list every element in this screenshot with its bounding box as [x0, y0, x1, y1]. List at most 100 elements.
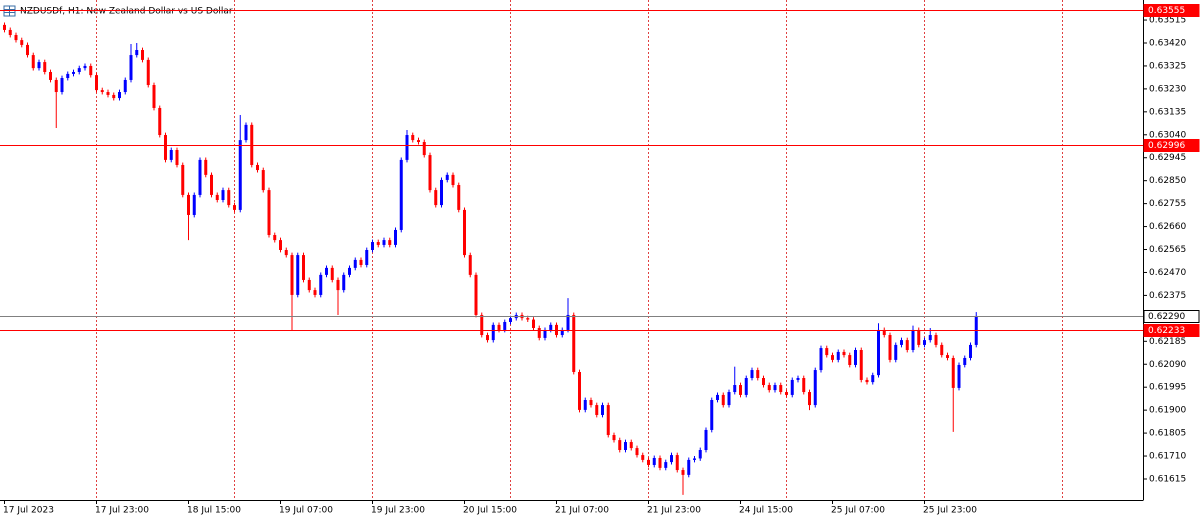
candle-body — [963, 357, 967, 365]
candle-body — [284, 250, 288, 256]
x-tick-label: 19 Jul 07:00 — [279, 506, 333, 516]
candle-body — [428, 155, 432, 191]
candle-body — [825, 348, 829, 356]
candle-body — [261, 170, 265, 191]
candle-body — [486, 335, 489, 341]
price-level-label: 0.62290 — [1148, 312, 1185, 322]
candle-body — [624, 442, 627, 450]
y-tick-label: 0.61805 — [1149, 429, 1186, 439]
candle-body — [313, 290, 317, 295]
candle-body — [526, 318, 530, 320]
candle-body — [509, 318, 512, 322]
candle-body — [744, 378, 748, 395]
candle-body — [336, 279, 340, 291]
candle-body — [451, 174, 455, 186]
candle-body — [468, 255, 472, 275]
candle-body — [612, 435, 616, 441]
candle-body — [532, 319, 535, 329]
x-tick-label: 17 Jul 2023 — [3, 506, 54, 516]
candle-body — [417, 140, 420, 143]
candle-body — [773, 385, 777, 391]
price-level-label: 0.63555 — [1148, 6, 1185, 16]
candle-body — [779, 385, 783, 393]
candle-body — [20, 40, 24, 45]
x-tick-label: 20 Jul 15:00 — [463, 506, 517, 516]
y-tick-label: 0.62945 — [1149, 153, 1186, 163]
candle-body — [957, 364, 961, 388]
candle-body — [250, 124, 254, 165]
candle-body — [601, 405, 604, 415]
candle-body — [733, 385, 737, 393]
candle-body — [480, 314, 484, 336]
candle-body — [698, 450, 702, 459]
candle-body — [641, 455, 645, 460]
price-level-box — [1143, 4, 1200, 17]
y-tick-label: 0.63420 — [1149, 38, 1186, 48]
candle-body — [675, 455, 679, 471]
candle-body — [31, 55, 35, 69]
candle-body — [796, 378, 800, 380]
price-level-box — [1143, 324, 1200, 337]
candle-body — [422, 142, 426, 156]
candle-body — [767, 385, 771, 391]
candle-body — [141, 50, 144, 60]
candle-body — [785, 392, 788, 395]
x-tick-label: 17 Jul 23:00 — [95, 506, 149, 516]
candle-body — [89, 65, 93, 76]
candle-body — [658, 457, 662, 468]
candle-body — [215, 194, 219, 200]
candle-body — [882, 329, 886, 336]
candle-body — [405, 135, 409, 160]
candle-body — [227, 190, 231, 206]
candle-body — [842, 351, 846, 356]
candle-body — [233, 205, 236, 210]
candle-body — [353, 259, 357, 268]
candle-body — [290, 255, 294, 295]
candle-body — [537, 328, 541, 338]
candle-body — [831, 355, 834, 360]
candle-body — [808, 392, 811, 406]
candle-body — [457, 185, 461, 210]
candle-body — [359, 259, 363, 265]
candle-body — [859, 350, 863, 380]
candle-body — [848, 355, 852, 365]
candle-body — [256, 164, 259, 171]
price-level-box — [1143, 139, 1200, 152]
candle-body — [710, 400, 714, 430]
candle-body — [152, 85, 156, 108]
candle-body — [871, 375, 875, 383]
candle-body — [210, 174, 213, 195]
candle-body — [238, 140, 242, 210]
candle-body — [273, 235, 277, 241]
candle-body — [969, 344, 972, 358]
chart-title: NZDUSDf, H1: New Zealand Dollar vs US Do… — [20, 7, 233, 17]
y-tick-label: 0.62850 — [1149, 176, 1186, 186]
y-tick-label: 0.61995 — [1149, 383, 1186, 393]
candle-body — [497, 324, 501, 330]
candle-body — [704, 429, 708, 450]
candle-body — [652, 457, 656, 465]
candle-body — [687, 459, 691, 475]
candle-body — [175, 150, 179, 165]
candle-body — [307, 279, 311, 291]
candle-body — [95, 75, 98, 91]
price-level-box — [1143, 310, 1200, 323]
candle-body — [813, 370, 817, 406]
candle-body — [716, 394, 719, 400]
candle-body — [928, 335, 932, 341]
x-tick-label: 21 Jul 07:00 — [555, 506, 609, 516]
candle-body — [583, 400, 587, 410]
candle-body — [54, 79, 58, 93]
candle-body — [923, 340, 926, 345]
candle-body — [348, 267, 351, 275]
candle-body — [302, 255, 305, 280]
candle-body — [566, 314, 570, 330]
candle-body — [905, 340, 909, 350]
candle-body — [26, 44, 29, 56]
candle-body — [221, 190, 225, 200]
candle-body — [146, 59, 150, 86]
x-tick-label: 19 Jul 23:00 — [371, 506, 425, 516]
candle-body — [894, 344, 898, 360]
candle-body — [606, 405, 610, 436]
candle-body — [129, 55, 133, 80]
